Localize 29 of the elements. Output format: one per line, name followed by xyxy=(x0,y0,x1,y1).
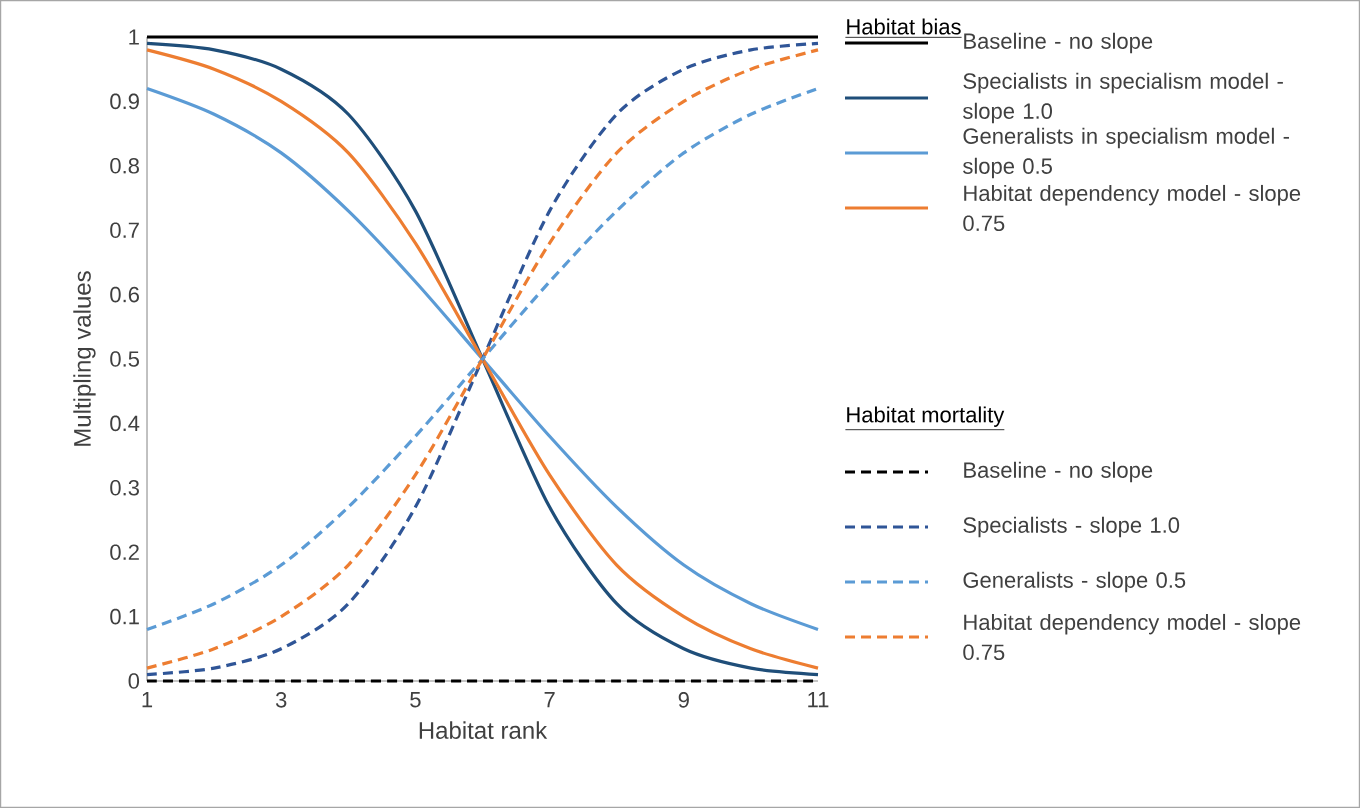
text: Habitat mortality xyxy=(847,406,1005,427)
y-tick-label: 0.4 xyxy=(110,415,140,432)
y-tick-label: 0.3 xyxy=(110,480,139,496)
legend-label: Habitat dependency model - slope 0.75 xyxy=(963,184,1301,232)
y-tick-label: 0.2 xyxy=(110,544,139,560)
y-tick-label: 0.8 xyxy=(110,158,139,174)
legend-title: Habitat bias xyxy=(847,18,961,35)
x-axis-title: Habitat rank xyxy=(419,721,548,739)
legend-label: Generalists - slope 0.5 xyxy=(963,571,1186,593)
y-tick-label: 0.7 xyxy=(110,222,139,238)
legend-label: Specialists in specialism model - slope 1.0 xyxy=(963,72,1283,124)
y-tick-label: 0.1 xyxy=(110,608,139,625)
legend-label: Habitat dependency model - slope 0.75 xyxy=(963,613,1301,661)
x-tick-label: 1 xyxy=(142,692,153,708)
legend-label: Baseline - no slope xyxy=(964,32,1153,54)
y-axis-title: Multipling values xyxy=(73,271,96,446)
x-tick-label: 3 xyxy=(275,692,287,708)
legend-label: Specialists - slope 1.0 xyxy=(963,516,1180,538)
y-tick-label: 1 xyxy=(129,29,139,45)
x-tick-label: 5 xyxy=(410,692,421,708)
y-tick-label: 0.9 xyxy=(110,93,139,110)
y-tick-label: 0.5 xyxy=(110,351,139,367)
y-tick-label: 0.6 xyxy=(110,286,139,303)
x-tick-label: 11 xyxy=(808,692,829,708)
x-tick-label: 7 xyxy=(544,692,555,708)
legend-label: Baseline - no slope xyxy=(964,461,1153,483)
x-tick-label: 9 xyxy=(678,692,689,708)
legend-label: Generalists in specialism model - slope 0.5 xyxy=(963,127,1290,179)
y-tick-label: 0 xyxy=(128,673,140,689)
